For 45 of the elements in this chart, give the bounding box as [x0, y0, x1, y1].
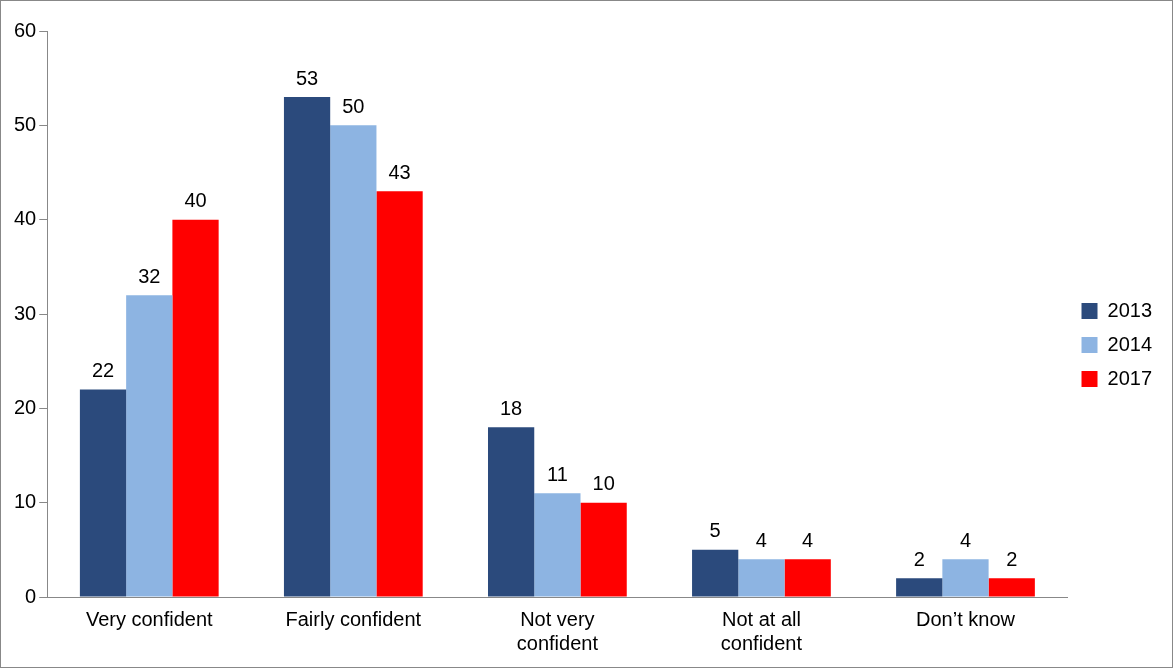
data-label: 22 [91, 358, 115, 381]
x-tick-label: Not at all confident [720, 607, 803, 654]
bar [784, 559, 831, 597]
y-tick-label: 10 [14, 490, 37, 513]
data-label: 2 [1006, 547, 1018, 570]
bar [172, 219, 219, 597]
bar [896, 578, 943, 597]
legend-label: 2017 [1107, 366, 1153, 389]
y-tick-label: 20 [14, 395, 37, 418]
x-tick-label: Fairly confident [285, 607, 422, 630]
y-tick-label: 40 [14, 207, 37, 230]
data-label: 4 [959, 528, 972, 551]
bar [692, 549, 739, 597]
x-tick-label: Don’t know [916, 607, 1016, 630]
bar [988, 578, 1035, 597]
legend-label: 2014 [1107, 332, 1153, 355]
bar [488, 427, 535, 597]
data-label: 5 [709, 519, 721, 542]
data-label: 4 [755, 528, 767, 551]
data-label: 10 [592, 472, 615, 495]
bar [79, 389, 127, 597]
data-label: 2 [913, 547, 925, 570]
x-tick-label: Very confident [85, 607, 214, 630]
bar [534, 493, 581, 597]
legend-label: 2013 [1107, 298, 1153, 321]
bar [376, 191, 423, 597]
y-tick-label: 0 [25, 584, 37, 607]
data-label: 32 [138, 264, 161, 287]
y-tick-label: 50 [14, 112, 37, 135]
y-tick-label: 60 [14, 18, 37, 41]
data-label: 53 [295, 66, 319, 89]
bar [330, 125, 377, 597]
bar [580, 502, 627, 597]
x-tick-label: Not very confident [516, 607, 599, 654]
bar [283, 97, 331, 597]
data-label: 43 [388, 160, 411, 183]
data-label: 18 [500, 396, 523, 419]
data-label: 4 [802, 528, 814, 551]
bar [126, 295, 173, 597]
y-tick-label: 30 [14, 301, 37, 324]
data-label: 11 [546, 462, 568, 485]
data-label: 50 [342, 94, 365, 117]
data-label: 40 [184, 189, 207, 212]
bar [942, 559, 989, 597]
bar [738, 559, 785, 597]
